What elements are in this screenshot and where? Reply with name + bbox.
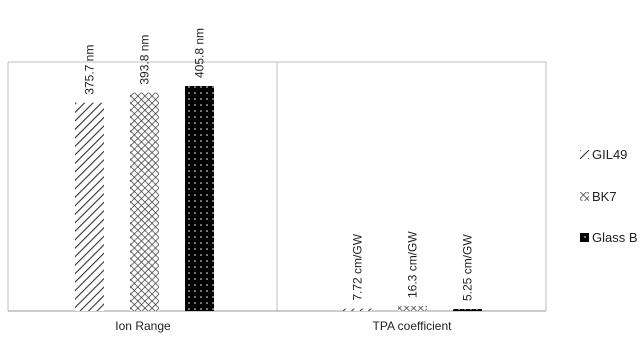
legend-swatch-bk7 [580, 192, 589, 201]
data-label-tpa-coefficient-bk7: 16.3 cm/GW [406, 231, 420, 298]
data-label-ion-range-bk7: 393.8 nm [138, 35, 152, 85]
legend-swatch-gil49 [580, 150, 589, 159]
legend-swatch-glass-b [580, 233, 589, 242]
bar-ion-range-bk7 [130, 92, 159, 311]
bar-ion-range-gil49 [75, 102, 104, 311]
bar-tpa-coefficient-gil49 [343, 308, 372, 311]
category-label-tpa-coefficient: TPA coefficient [373, 319, 453, 333]
bar-ion-range-glass-b [185, 86, 214, 311]
legend: GIL49 BK7 Glass B [580, 147, 638, 245]
bars-group [75, 86, 482, 311]
bar-tpa-coefficient-bk7 [398, 306, 427, 311]
category-label-ion-range: Ion Range [115, 319, 171, 333]
data-label-tpa-coefficient-gil49: 7.72 cm/GW [351, 233, 365, 300]
data-label-tpa-coefficient-glass-b: 5.25 cm/GW [461, 234, 475, 301]
legend-label-gil49: GIL49 [592, 147, 627, 162]
data-label-ion-range-gil49: 375.7 nm [83, 45, 97, 95]
category-labels: Ion Range TPA coefficient [115, 319, 452, 333]
data-labels-group: 375.7 nm 393.8 nm 405.8 nm 7.72 cm/GW 16.3 c… [83, 28, 475, 301]
data-label-ion-range-glass-b: 405.8 nm [193, 28, 207, 78]
legend-label-glass-b: Glass B [592, 230, 638, 245]
bar-tpa-coefficient-glass-b [453, 309, 482, 311]
legend-label-bk7: BK7 [592, 189, 617, 204]
